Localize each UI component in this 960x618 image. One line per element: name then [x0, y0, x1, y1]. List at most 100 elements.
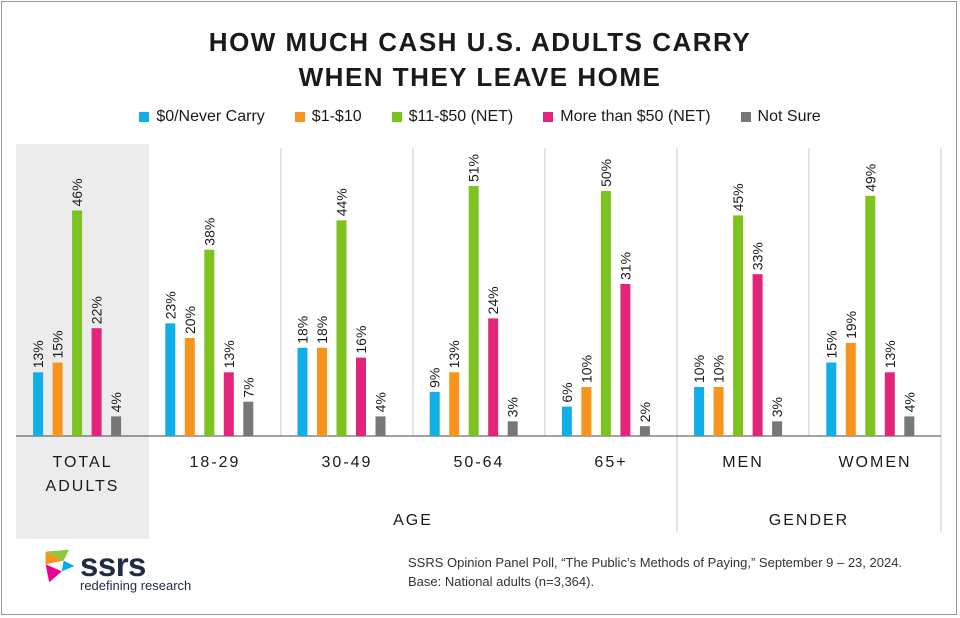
bar: [449, 372, 460, 436]
legend-swatch: [740, 112, 751, 122]
data-label: 31%: [617, 252, 633, 280]
bar: [184, 338, 195, 436]
legend-item-more-than-50: More than $50 (NET): [543, 108, 711, 126]
category-label-men: MEN: [722, 454, 764, 471]
source-line1: SSRS Opinion Panel Poll, “The Public’s M…: [408, 555, 903, 570]
bar: [884, 372, 895, 436]
logo-wordmark: ssrs: [80, 546, 146, 583]
bar: [620, 284, 631, 436]
bar: [223, 372, 234, 436]
bar: [468, 186, 479, 436]
data-label: 2%: [637, 402, 653, 422]
total-adults-background: [16, 144, 149, 539]
category-label-30-49: 30-49: [321, 454, 373, 471]
data-label: 44%: [334, 188, 350, 216]
category-label-18-29: 18-29: [189, 454, 241, 471]
bar: [297, 347, 308, 436]
bar: [772, 421, 783, 436]
legend: $0/Never Carry $1-$10 $11-$50 (NET) More…: [0, 108, 960, 126]
bar: [52, 362, 63, 436]
chart-title-line2: WHEN THEY LEAVE HOME: [298, 62, 662, 92]
chart-title-line1: HOW MUCH CASH U.S. ADULTS CARRY: [208, 27, 752, 57]
data-label: 16%: [353, 326, 369, 354]
bar: [488, 318, 499, 436]
data-label: 18%: [295, 316, 311, 344]
data-label: 15%: [823, 330, 839, 358]
legend-label: $11-$50 (NET): [408, 108, 514, 125]
data-label: 10%: [711, 355, 727, 383]
data-label: 20%: [182, 306, 198, 334]
data-label: 10%: [691, 355, 707, 383]
bar: [845, 342, 856, 436]
bar: [694, 387, 705, 436]
bar: [713, 387, 724, 436]
data-label: 45%: [730, 183, 746, 211]
bar: [561, 406, 572, 436]
legend-label: Not Sure: [757, 108, 821, 125]
legend-swatch: [294, 112, 305, 122]
legend-item-never-carry: $0/Never Carry: [139, 108, 265, 126]
section-label-age: AGE: [393, 512, 433, 529]
bar: [904, 416, 915, 436]
bar: [317, 347, 327, 436]
bar: [600, 190, 611, 436]
data-label: 3%: [505, 397, 521, 417]
logo-tagline: redefining research: [80, 578, 192, 593]
bar: [91, 328, 102, 436]
source-line2: Base: National adults (n=3,364).: [408, 574, 595, 589]
category-label-65-plus: 65+: [594, 454, 628, 471]
data-label: 13%: [221, 340, 237, 368]
data-label: 13%: [446, 340, 462, 368]
data-label: 6%: [559, 382, 575, 402]
data-label: 46%: [69, 178, 85, 206]
data-label: 23%: [162, 291, 178, 319]
data-label: 22%: [89, 296, 105, 324]
data-label: 19%: [843, 311, 859, 339]
bar: [111, 416, 122, 436]
data-label: 7%: [240, 377, 256, 397]
data-label: 4%: [108, 392, 124, 412]
bar: [72, 210, 83, 436]
data-label: 4%: [373, 392, 389, 412]
bar: [165, 323, 176, 436]
legend-label: $0/Never Carry: [156, 108, 265, 125]
section-label-gender: GENDER: [768, 512, 850, 529]
legend-item-11-50: $11-$50 (NET): [391, 108, 514, 126]
bar: [865, 195, 876, 436]
data-label: 51%: [466, 154, 482, 182]
bar: [639, 426, 650, 436]
data-label: 38%: [201, 218, 217, 246]
data-label: 13%: [882, 340, 898, 368]
bar: [507, 421, 518, 436]
category-label-50-64: 50-64: [453, 454, 505, 471]
bar: [204, 249, 215, 436]
legend-item-1-10: $1-$10: [294, 108, 362, 126]
data-label: 50%: [598, 159, 614, 187]
data-label: 9%: [427, 368, 443, 388]
bar: [733, 215, 744, 436]
bar: [375, 416, 386, 436]
bar: [826, 362, 837, 436]
data-label: 10%: [578, 355, 594, 383]
legend-label: $1-$10: [311, 108, 362, 125]
source-note: SSRS Opinion Panel Poll, “The Public’s M…: [408, 553, 902, 591]
data-label: 49%: [862, 164, 878, 192]
legend-swatch: [139, 112, 150, 122]
data-label: 13%: [30, 340, 46, 368]
category-label-total-line1: TOTAL: [52, 454, 113, 471]
data-label: 4%: [901, 392, 917, 412]
legend-item-not-sure: Not Sure: [740, 108, 821, 126]
bar: [33, 372, 44, 436]
category-label-total-line2: ADULTS: [45, 478, 120, 495]
category-label-women: WOMEN: [838, 454, 912, 471]
category-label-total: TOTAL ADULTS: [16, 451, 149, 499]
data-label: 24%: [485, 286, 501, 314]
bar: [356, 357, 366, 436]
bar: [429, 391, 440, 436]
data-label: 15%: [50, 330, 66, 358]
bar: [581, 387, 592, 436]
data-label: 33%: [750, 242, 766, 270]
bar: [336, 220, 347, 436]
